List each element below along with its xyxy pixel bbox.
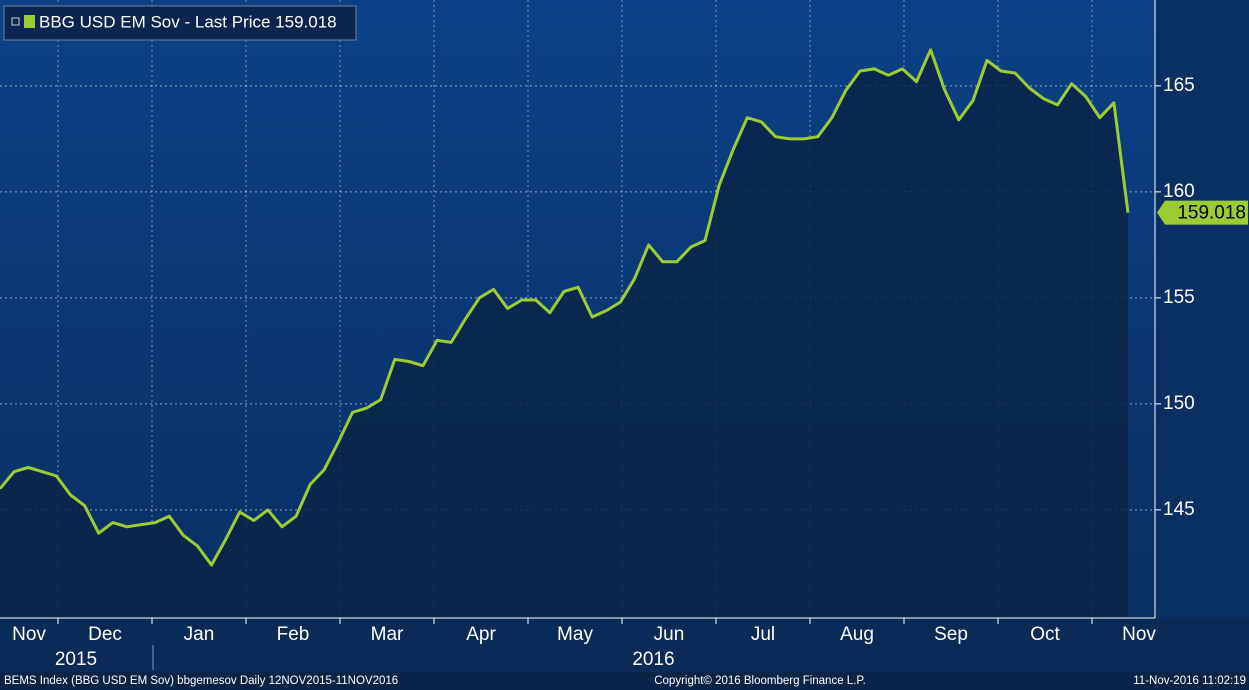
x-tick-label: Apr — [466, 624, 496, 645]
x-tick-label: Nov — [12, 624, 46, 645]
axis-background — [1155, 0, 1249, 618]
x-tick-label: Jan — [184, 624, 215, 645]
footer-background — [0, 672, 1249, 690]
y-tick-label: 165 — [1163, 75, 1195, 96]
x-tick-label: Oct — [1030, 624, 1060, 645]
year-label: 2016 — [632, 649, 674, 670]
x-tick-label: Dec — [88, 624, 122, 645]
x-tick-label: Jun — [654, 624, 685, 645]
y-tick-label: 145 — [1163, 499, 1195, 520]
x-tick-label: Feb — [277, 624, 310, 645]
x-tick-label: Sep — [934, 624, 968, 645]
x-tick-label: Jul — [751, 624, 775, 645]
y-tick-label: 160 — [1163, 181, 1195, 202]
last-price-label: 159.018 — [1177, 203, 1246, 224]
price-line — [0, 48, 1130, 567]
x-tick-label: Mar — [371, 624, 404, 645]
x-axis-background — [0, 618, 1249, 672]
y-tick-label: 155 — [1163, 287, 1195, 308]
legend-box — [3, 5, 357, 41]
year-label: 2015 — [55, 649, 97, 670]
legend-swatch — [24, 15, 35, 28]
footer-center: Copyright© 2016 Bloomberg Finance L.P. — [654, 675, 866, 687]
x-tick-label: Nov — [1122, 624, 1156, 645]
last-price-tag — [1157, 200, 1248, 225]
legend-label: BBG USD EM Sov - Last Price 159.018 — [39, 12, 337, 31]
footer-right: 11-Nov-2016 11:02:19 — [1133, 675, 1246, 687]
footer-left: BEMS Index (BBG USD EM Sov) bbgemesov Da… — [4, 675, 398, 687]
x-tick-label: Aug — [840, 624, 874, 645]
legend-toggle[interactable] — [11, 17, 20, 26]
x-tick-label: May — [557, 624, 593, 645]
y-tick-label: 150 — [1163, 393, 1195, 414]
area-fill — [0, 49, 1128, 619]
